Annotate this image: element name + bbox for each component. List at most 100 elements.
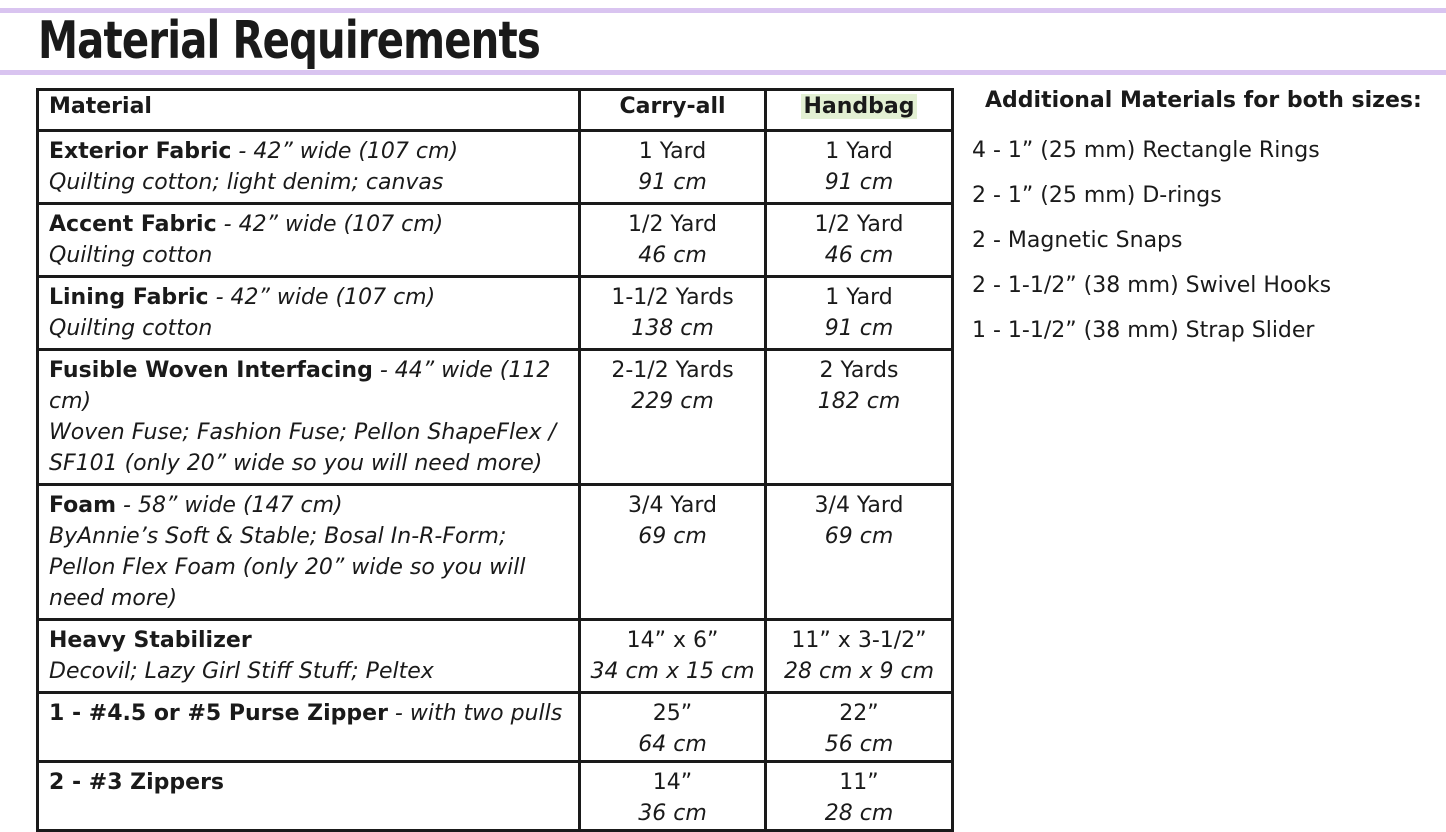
header-handbag-label: Handbag bbox=[801, 94, 917, 119]
carry-all-yards: 14” bbox=[652, 770, 693, 795]
handbag-yards: 2 Yards bbox=[819, 358, 899, 383]
material-name: Heavy Stabilizer bbox=[49, 628, 252, 653]
material-cell: 1 - #4.5 or #5 Purse Zipper - with two p… bbox=[36, 691, 581, 763]
list-item: 2 - 1-1/2” (38 mm) Swivel Hooks bbox=[972, 273, 1332, 298]
handbag-cell: 1/2 Yard 46 cm bbox=[764, 202, 954, 278]
handbag-cell: 11” 28 cm bbox=[764, 760, 954, 832]
carry-all-cm: 64 cm bbox=[638, 732, 707, 757]
material-spec: - 42” wide (107 cm) bbox=[231, 139, 459, 164]
handbag-yards: 11” x 3-1/2” bbox=[791, 628, 927, 653]
material-note: Decovil; Lazy Girl Stiff Stuff; Peltex bbox=[49, 659, 434, 684]
handbag-cm: 69 cm bbox=[824, 524, 894, 549]
handbag-cell: 11” x 3-1/2” 28 cm x 9 cm bbox=[764, 618, 954, 694]
handbag-cell: 1 Yard 91 cm bbox=[764, 275, 954, 351]
carry-all-cell: 2-1/2 Yards 229 cm bbox=[578, 348, 767, 486]
handbag-yards: 1/2 Yard bbox=[814, 212, 904, 237]
material-name: 2 - #3 Zippers bbox=[49, 770, 225, 795]
carry-all-cell: 25” 64 cm bbox=[578, 691, 767, 763]
material-name: Foam bbox=[49, 493, 117, 518]
handbag-cell: 3/4 Yard 69 cm bbox=[764, 483, 954, 621]
material-note: Quilting cotton; light denim; canvas bbox=[49, 170, 444, 195]
header-handbag: Handbag bbox=[764, 88, 954, 132]
table-row: Fusible Woven Interfacing - 44” wide (11… bbox=[36, 348, 954, 486]
material-name: Lining Fabric bbox=[49, 285, 209, 310]
table-row: Lining Fabric - 42” wide (107 cm) Quilti… bbox=[36, 275, 954, 351]
material-spec: - 42” wide (107 cm) bbox=[216, 212, 444, 237]
material-spec: - 58” wide (147 cm) bbox=[116, 493, 343, 518]
carry-all-cell: 3/4 Yard 69 cm bbox=[578, 483, 767, 621]
material-note: Woven Fuse; Fashion Fuse; Pellon ShapeFl… bbox=[49, 420, 557, 476]
table-row: Exterior Fabric - 42” wide (107 cm) Quil… bbox=[36, 129, 954, 205]
handbag-cm: 46 cm bbox=[824, 243, 894, 268]
carry-all-cell: 14” 36 cm bbox=[578, 760, 767, 832]
material-cell: Fusible Woven Interfacing - 44” wide (11… bbox=[36, 348, 581, 486]
handbag-yards: 1 Yard bbox=[825, 285, 893, 310]
additional-materials-list: 4 - 1” (25 mm) Rectangle Rings 2 - 1” (2… bbox=[972, 128, 1432, 353]
handbag-cell: 1 Yard 91 cm bbox=[764, 129, 954, 205]
carry-all-cm: 34 cm x 15 cm bbox=[590, 659, 755, 684]
list-item: 2 - Magnetic Snaps bbox=[972, 228, 1183, 253]
handbag-cell: 22” 56 cm bbox=[764, 691, 954, 763]
table-row: Heavy Stabilizer Decovil; Lazy Girl Stif… bbox=[36, 618, 954, 694]
material-name: Fusible Woven Interfacing bbox=[49, 358, 373, 383]
additional-materials: Additional Materials for both sizes: 4 -… bbox=[972, 86, 1432, 353]
handbag-yards: 1 Yard bbox=[825, 139, 893, 164]
handbag-cm: 28 cm bbox=[824, 801, 894, 826]
material-spec: - with two pulls bbox=[387, 701, 563, 726]
carry-all-cm: 36 cm bbox=[638, 801, 707, 826]
carry-all-yards: 1-1/2 Yards bbox=[611, 285, 734, 310]
page-title: Material Requirements bbox=[38, 11, 541, 71]
material-spec: - 42” wide (107 cm) bbox=[208, 285, 436, 310]
handbag-cm: 28 cm x 9 cm bbox=[783, 659, 935, 684]
handbag-cm: 182 cm bbox=[817, 389, 901, 414]
material-note: ByAnnie’s Soft & Stable; Bosal In-R-Form… bbox=[49, 524, 526, 611]
list-item: 2 - 1” (25 mm) D-rings bbox=[972, 183, 1222, 208]
carry-all-cm: 138 cm bbox=[631, 316, 714, 341]
handbag-cm: 91 cm bbox=[824, 316, 894, 341]
table-row: 1 - #4.5 or #5 Purse Zipper - with two p… bbox=[36, 691, 954, 763]
material-name: 1 - #4.5 or #5 Purse Zipper bbox=[49, 701, 388, 726]
materials-table: Material Carry-all Handbag Exterior Fabr… bbox=[36, 88, 954, 832]
table-row: 2 - #3 Zippers 14” 36 cm 11” 28 cm bbox=[36, 760, 954, 832]
carry-all-yards: 3/4 Yard bbox=[628, 493, 717, 518]
header-carry-all: Carry-all bbox=[578, 88, 767, 132]
material-cell: Foam - 58” wide (147 cm) ByAnnie’s Soft … bbox=[36, 483, 581, 621]
carry-all-yards: 2-1/2 Yards bbox=[611, 358, 734, 383]
handbag-yards: 22” bbox=[839, 701, 879, 726]
material-name: Exterior Fabric bbox=[49, 139, 232, 164]
title-underline-rule bbox=[0, 70, 1446, 75]
carry-all-cell: 14” x 6” 34 cm x 15 cm bbox=[578, 618, 767, 694]
header-material: Material bbox=[36, 88, 581, 132]
additional-materials-title: Additional Materials for both sizes: bbox=[985, 88, 1422, 113]
material-note: Quilting cotton bbox=[49, 316, 213, 341]
carry-all-cm: 69 cm bbox=[638, 524, 707, 549]
list-item: 1 - 1-1/2” (38 mm) Strap Slider bbox=[972, 318, 1315, 343]
carry-all-yards: 1 Yard bbox=[638, 139, 707, 164]
material-cell: Accent Fabric - 42” wide (107 cm) Quilti… bbox=[36, 202, 581, 278]
table-header-row: Material Carry-all Handbag bbox=[36, 88, 954, 132]
material-cell: Lining Fabric - 42” wide (107 cm) Quilti… bbox=[36, 275, 581, 351]
carry-all-cm: 46 cm bbox=[638, 243, 707, 268]
top-rule bbox=[0, 8, 1446, 13]
handbag-yards: 11” bbox=[839, 770, 879, 795]
list-item: 4 - 1” (25 mm) Rectangle Rings bbox=[972, 138, 1320, 163]
handbag-cell: 2 Yards 182 cm bbox=[764, 348, 954, 486]
material-cell: Heavy Stabilizer Decovil; Lazy Girl Stif… bbox=[36, 618, 581, 694]
carry-all-yards: 1/2 Yard bbox=[628, 212, 717, 237]
carry-all-cell: 1 Yard 91 cm bbox=[578, 129, 767, 205]
material-note: Quilting cotton bbox=[49, 243, 213, 268]
carry-all-cm: 91 cm bbox=[638, 170, 707, 195]
carry-all-cell: 1-1/2 Yards 138 cm bbox=[578, 275, 767, 351]
carry-all-cell: 1/2 Yard 46 cm bbox=[578, 202, 767, 278]
carry-all-yards: 25” bbox=[652, 701, 693, 726]
handbag-yards: 3/4 Yard bbox=[814, 493, 904, 518]
handbag-cm: 56 cm bbox=[824, 732, 894, 757]
material-cell: 2 - #3 Zippers bbox=[36, 760, 581, 832]
material-cell: Exterior Fabric - 42” wide (107 cm) Quil… bbox=[36, 129, 581, 205]
handbag-cm: 91 cm bbox=[824, 170, 894, 195]
table-row: Foam - 58” wide (147 cm) ByAnnie’s Soft … bbox=[36, 483, 954, 621]
table-row: Accent Fabric - 42” wide (107 cm) Quilti… bbox=[36, 202, 954, 278]
carry-all-cm: 229 cm bbox=[631, 389, 714, 414]
material-name: Accent Fabric bbox=[49, 212, 217, 237]
material-spec: - 44” wide (112 cm) bbox=[49, 358, 551, 414]
